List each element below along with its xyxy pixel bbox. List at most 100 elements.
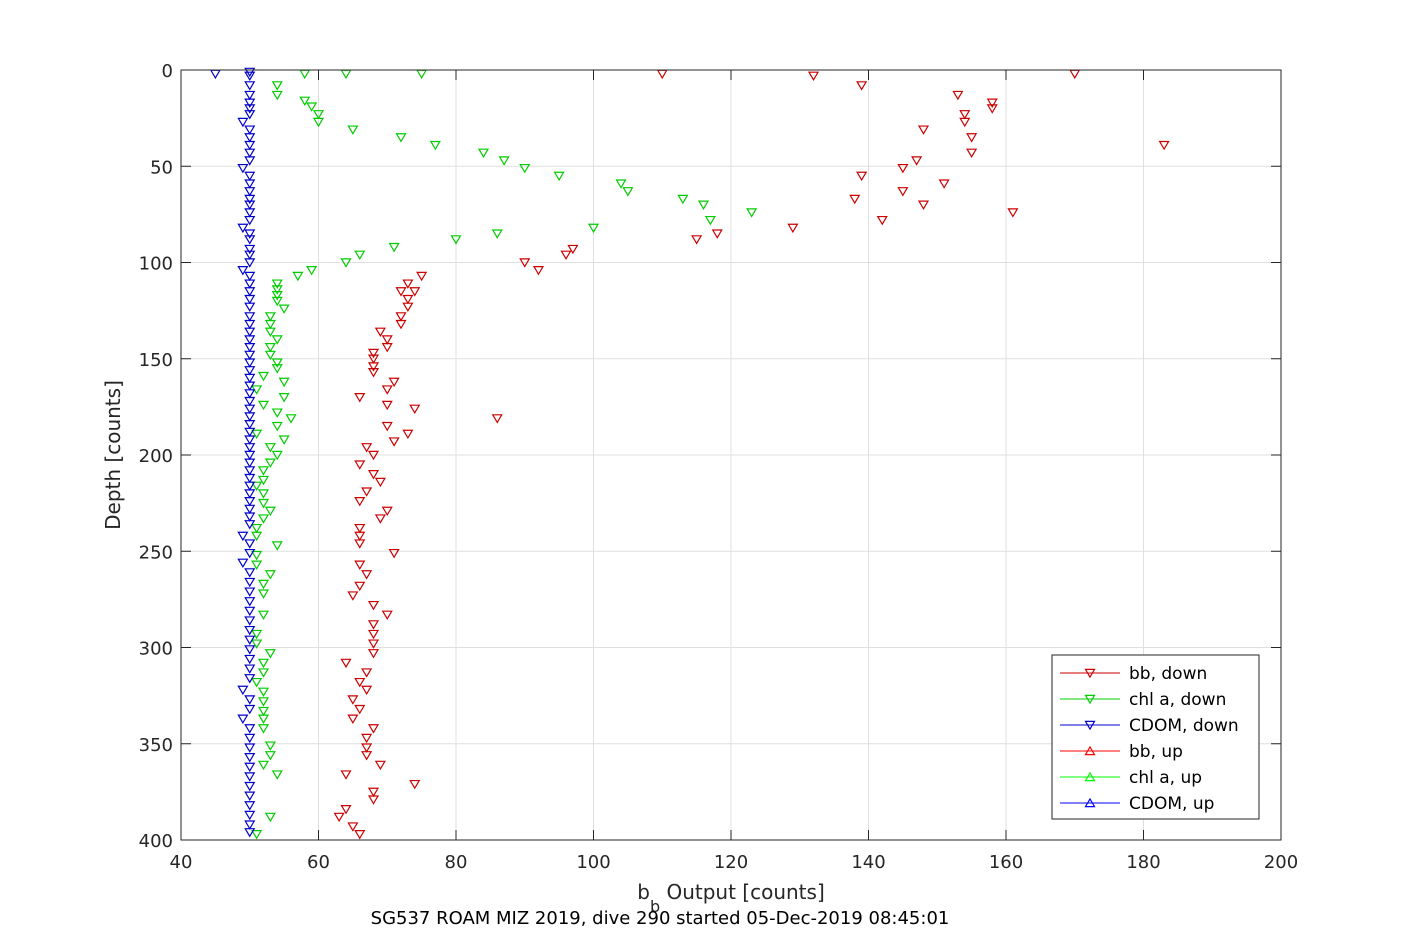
data-point [264, 741, 276, 751]
data-point [271, 541, 283, 551]
data-point [367, 600, 380, 611]
data-point [244, 366, 256, 376]
data-point [244, 133, 256, 143]
data-point [477, 148, 490, 159]
y-tick-label: 150 [139, 350, 173, 371]
data-point [237, 558, 249, 569]
data-point [367, 620, 380, 630]
data-point [244, 319, 256, 330]
legend-entry: chl a, up [1060, 768, 1202, 788]
data-point [347, 714, 359, 724]
data-point [361, 443, 373, 453]
y-axis-label: Depth [counts] [101, 380, 125, 530]
data-point [897, 187, 909, 197]
y-tick-label: 100 [139, 254, 173, 275]
data-point [278, 377, 290, 388]
y-tick-label: 350 [139, 735, 173, 756]
data-point [278, 435, 290, 445]
data-point [244, 733, 256, 744]
data-point [278, 393, 290, 403]
data-point [244, 539, 256, 549]
legend-marker [1084, 797, 1096, 808]
data-point [1158, 140, 1170, 151]
data-point [567, 244, 579, 255]
data-point [244, 187, 256, 197]
data-point [354, 704, 366, 715]
y-tick-label: 300 [139, 639, 173, 660]
data-point [264, 443, 276, 453]
data-point [381, 335, 393, 345]
legend-label: bb, up [1129, 742, 1183, 762]
data-point [244, 350, 256, 361]
data-point [381, 610, 393, 621]
x-tick-label: 180 [1126, 852, 1160, 873]
data-point [244, 81, 256, 91]
data-point [374, 760, 386, 771]
data-point [257, 475, 270, 486]
data-point [244, 625, 256, 636]
legend-box [1051, 654, 1260, 820]
data-point [849, 194, 861, 205]
data-point [381, 385, 393, 395]
data-point [361, 487, 373, 497]
data-point [257, 658, 270, 669]
y-tick-label: 0 [162, 61, 173, 82]
data-point [388, 242, 400, 253]
data-point [257, 687, 270, 698]
data-point [264, 458, 276, 468]
data-point [367, 787, 380, 798]
data-point [264, 327, 276, 338]
legend-label: chl a, up [1129, 768, 1202, 788]
data-point [959, 110, 971, 120]
data-point [244, 443, 256, 453]
legend-label: CDOM, up [1129, 794, 1214, 814]
data-point [244, 704, 256, 715]
x-tick-label: 160 [989, 852, 1023, 873]
data-point [244, 215, 256, 226]
data-point [917, 125, 930, 135]
data-point [251, 629, 263, 640]
data-point [966, 148, 978, 159]
data-point [746, 208, 758, 218]
data-point [237, 685, 249, 696]
data-point [402, 294, 414, 305]
data-point [244, 791, 256, 801]
data-point [244, 606, 256, 617]
data-point [244, 481, 256, 492]
data-point [257, 489, 270, 499]
data-point [312, 117, 325, 128]
data-point [244, 772, 256, 782]
data-point [244, 171, 256, 182]
data-point [244, 244, 256, 255]
data-point [911, 156, 923, 166]
data-point [587, 223, 600, 234]
data-point [237, 223, 249, 234]
data-point [251, 550, 263, 561]
data-point [354, 497, 366, 507]
data-point [395, 133, 407, 143]
data-point [388, 437, 400, 447]
data-point [244, 577, 256, 588]
data-point [244, 489, 256, 499]
data-point [402, 279, 414, 289]
data-point [244, 616, 256, 626]
data-point [271, 421, 283, 432]
data-point [374, 477, 386, 488]
data-point [271, 358, 283, 368]
data-point [244, 250, 256, 261]
data-point [271, 450, 283, 461]
data-point [244, 279, 256, 289]
data-point [244, 404, 256, 415]
data-point [264, 312, 276, 322]
legend: bb, down chl a, down CDOM, down bb, up chl a… [1051, 654, 1260, 820]
data-point [354, 830, 366, 840]
data-point [952, 90, 964, 101]
data-point [244, 194, 256, 205]
data-point [615, 179, 627, 189]
data-point [271, 279, 283, 289]
data-point [244, 810, 256, 821]
data-point [395, 287, 407, 297]
data-point [244, 294, 256, 305]
x-tick-label: 40 [170, 852, 193, 873]
data-point [244, 674, 256, 684]
